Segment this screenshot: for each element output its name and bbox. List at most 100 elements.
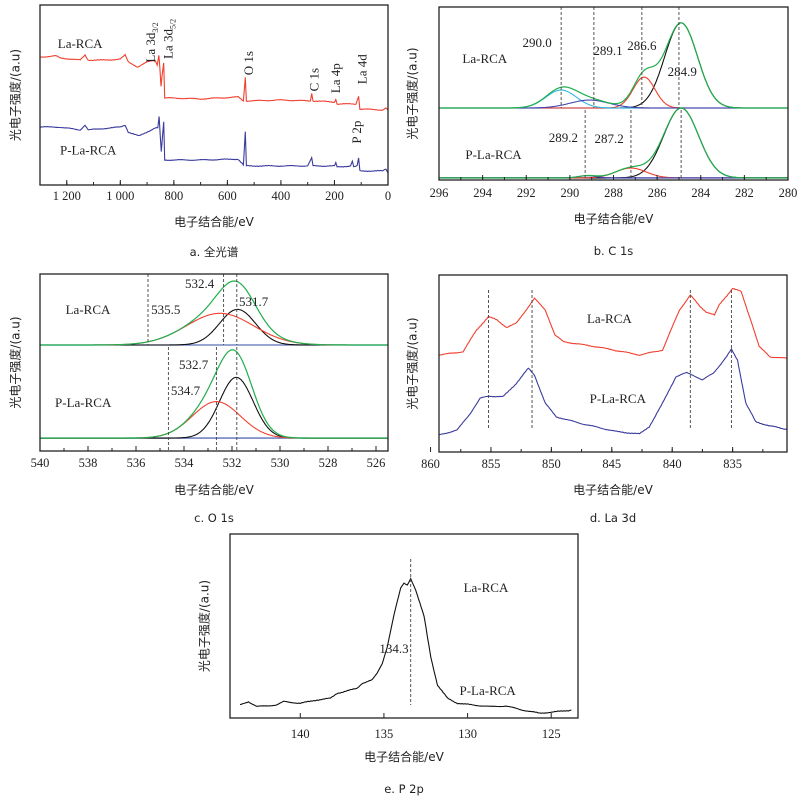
series-line-p-la-rca — [439, 347, 788, 436]
peak-label: 287.2 — [595, 131, 624, 146]
x-tick-label: 286 — [648, 186, 667, 200]
plot-frame — [39, 273, 389, 452]
panel-a: 1 200 1 000 800 600 400 200 0 电子结合能/eV 光电子强度/(a.… — [8, 4, 391, 259]
x-tick-label: 280 — [779, 186, 798, 200]
plot-frame — [39, 4, 389, 186]
x-tick-label: 140 — [291, 727, 310, 741]
x-tick-label: 600 — [218, 189, 237, 203]
x-tick-label: 840 — [663, 457, 682, 471]
peak-annotation: La 4d — [355, 54, 370, 84]
series-line-la-rca — [438, 288, 788, 359]
x-tick-label: 294 — [473, 186, 493, 200]
peak-label: 532.4 — [185, 276, 215, 291]
peak-annotation-text: C 1s — [306, 68, 321, 91]
x-tick-label: 135 — [375, 727, 394, 741]
panel-caption: d. La 3d — [590, 511, 636, 525]
x-tick-label: 292 — [517, 186, 536, 200]
peak-annotation-subscript: 5/2 — [169, 19, 178, 29]
plot-frame — [438, 274, 788, 453]
plot-frame — [229, 533, 579, 719]
x-axis-label: 电子结合能/eV — [174, 482, 254, 497]
fit-envelope-la-rca — [439, 22, 788, 109]
x-tick-label: 530 — [271, 456, 290, 470]
x-tick-label: 125 — [542, 727, 561, 741]
x-tick-label: 1 200 — [53, 189, 81, 203]
peak-annotation: La 3d3/2 — [143, 22, 160, 62]
panel-caption: b. C 1s — [594, 244, 634, 258]
fit-envelope-la-rca — [40, 280, 388, 346]
y-axis-label: 光电子强度/(a.u) — [197, 580, 212, 672]
x-tick-label: 526 — [367, 456, 386, 470]
series-line-p-la-rca — [39, 116, 389, 174]
peak-label: 532.7 — [179, 357, 209, 372]
panel-b: 296 294 292 290 288 286 284 282 280 电子结合能/eV 光电子强度… — [405, 6, 798, 258]
panel-d: 860 855 850 845 840 835 电子结合能/eV 光电子强度/(a.u) d. … — [405, 274, 788, 525]
x-axis-label: 电子结合能/eV — [174, 214, 254, 229]
y-axis-label: 光电子强度/(a.u) — [405, 317, 420, 409]
peak-label: 535.5 — [151, 302, 180, 317]
peak-annotation: La 4p — [328, 63, 343, 93]
series-label: La-RCA — [462, 51, 507, 66]
peak-annotation-subscript: 3/2 — [151, 22, 160, 32]
x-tick-label: 860 — [421, 457, 440, 471]
series-line-spectrum-0 — [239, 577, 572, 714]
x-tick-label: 835 — [723, 457, 742, 471]
fit-component-290.4 — [439, 89, 788, 109]
series-label: P-La-RCA — [459, 683, 516, 698]
x-tick-label: 290 — [561, 186, 580, 200]
fit-envelope-p-la-rca — [439, 107, 788, 179]
x-tick-label: 284 — [691, 186, 711, 200]
x-tick-label: 282 — [735, 186, 754, 200]
series-label: La-RCA — [66, 302, 111, 317]
x-tick-label: 200 — [325, 189, 344, 203]
x-tick-label: 845 — [602, 457, 621, 471]
peak-label: 534.7 — [171, 383, 201, 398]
x-tick-label: 850 — [542, 457, 561, 471]
series-label: P-La-RCA — [465, 147, 522, 162]
peak-label: 290.0 — [523, 35, 552, 50]
x-tick-label: 800 — [164, 189, 183, 203]
x-tick-label: 400 — [272, 189, 291, 203]
peak-annotation: La 3d5/2 — [161, 19, 178, 59]
x-tick-label: 0 — [385, 189, 391, 203]
peak-label: 134.3 — [379, 641, 408, 656]
x-tick-label: 536 — [127, 456, 146, 470]
peak-annotation-text: O 1s — [241, 51, 256, 75]
x-axis-label: 电子结合能/eV — [364, 749, 444, 764]
peak-annotation: O 1s — [241, 51, 256, 75]
peak-label: 289.1 — [593, 43, 622, 58]
peak-label: 286.6 — [627, 38, 657, 53]
x-tick-label: 1 000 — [106, 189, 134, 203]
series-label: La-RCA — [58, 36, 103, 51]
series-label: P-La-RCA — [55, 395, 112, 410]
x-tick-label: 534 — [175, 456, 195, 470]
peak-annotation: P 2p — [349, 121, 364, 144]
series-label: P-La-RCA — [60, 142, 117, 157]
y-axis-label: 光电子强度/(a.u) — [8, 49, 23, 141]
x-tick-label: 288 — [604, 186, 623, 200]
series-label: La-RCA — [587, 311, 632, 326]
y-axis-label: 光电子强度/(a.u) — [8, 316, 23, 408]
peak-annotation: C 1s — [306, 68, 321, 91]
x-axis-label: 电子结合能/eV — [574, 211, 654, 226]
peak-label: 531.7 — [239, 294, 269, 309]
fit-envelope-p-la-rca — [40, 349, 388, 439]
x-tick-label: 296 — [430, 186, 449, 200]
panel-caption: c. O 1s — [194, 511, 234, 525]
y-axis-label: 光电子强度/(a.u) — [405, 47, 420, 139]
peak-label: 289.2 — [549, 130, 578, 145]
series-label: La-RCA — [464, 580, 509, 595]
panel-c: 540 538 536 534 532 530 528 526 电子结合能/eV 光电子强度/(a… — [8, 273, 389, 525]
x-tick-label: 528 — [319, 456, 338, 470]
series-label: P-La-RCA — [590, 391, 647, 406]
x-tick-label: 130 — [458, 727, 477, 741]
x-tick-label: 855 — [482, 457, 501, 471]
x-tick-label: 540 — [31, 456, 50, 470]
x-tick-label: 538 — [79, 456, 98, 470]
peak-annotation-text: La 4d — [355, 54, 370, 84]
peak-annotation-text: La 3d — [161, 29, 176, 59]
x-axis-label: 电子结合能/eV — [573, 482, 653, 497]
panel-caption: a. 全光谱 — [190, 245, 239, 259]
panel-e: 140 135 130 125 电子结合能/eV 光电子强度/(a.u) e. P 2p La… — [197, 533, 579, 796]
